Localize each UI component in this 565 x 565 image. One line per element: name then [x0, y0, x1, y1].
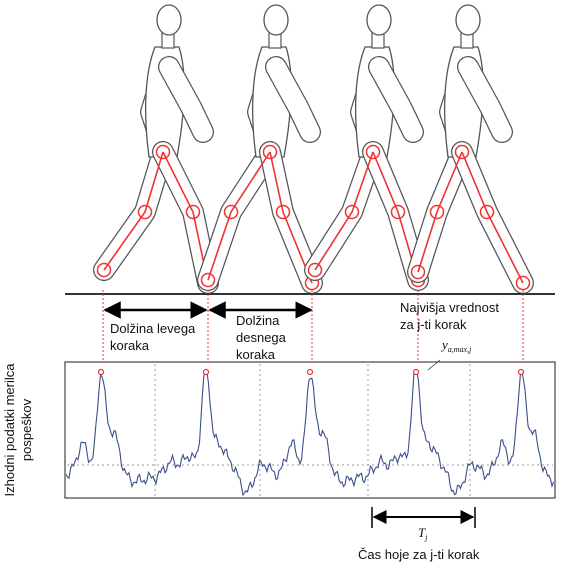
head: [157, 5, 181, 35]
signal-frame: [65, 362, 555, 498]
peak-marker: [204, 370, 209, 375]
period-symbol: Tj: [418, 525, 428, 542]
peak-symbol: ya,max,j: [440, 337, 472, 354]
limb: [208, 152, 270, 280]
diagram: Dolžina levegakoraka Dolžinadesnegakorak…: [0, 0, 565, 565]
limb: [418, 152, 462, 272]
peak-marker: [519, 370, 524, 375]
limb: [163, 152, 208, 283]
limb: [270, 152, 312, 283]
walking-figures: [98, 5, 530, 290]
period-caption: Čas hoje za j-ti korak: [358, 547, 480, 562]
peak-marker: [414, 370, 419, 375]
head: [367, 5, 391, 35]
head: [456, 5, 480, 35]
head: [264, 5, 288, 35]
limb: [315, 152, 373, 270]
peak-marker: [99, 370, 104, 375]
peak-marker: [308, 370, 313, 375]
